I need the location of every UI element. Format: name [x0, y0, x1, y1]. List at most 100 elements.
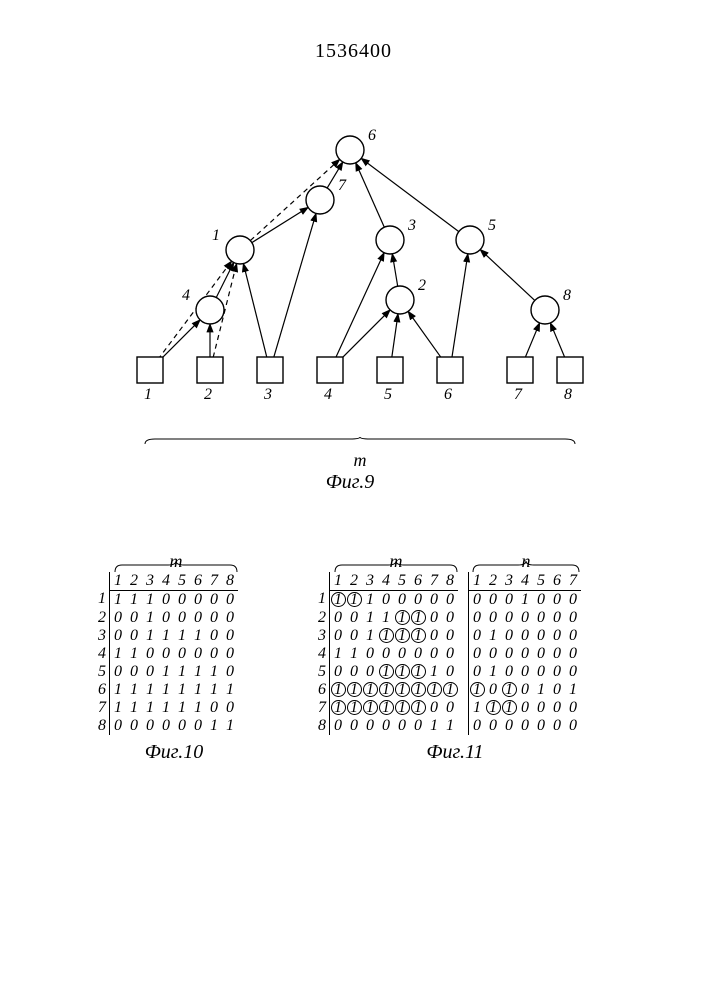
fig10-caption: Фиг.10	[110, 741, 238, 764]
cell-m: 1	[362, 681, 378, 699]
edge	[525, 323, 540, 358]
col-header: 1	[109, 572, 126, 590]
cell-m: 0	[346, 627, 362, 645]
cell: 1	[158, 681, 174, 699]
cell-m: 0	[329, 609, 346, 627]
row-label: 1	[90, 590, 109, 609]
cell-n: 0	[565, 609, 581, 627]
cell: 1	[158, 663, 174, 681]
cell: 0	[206, 627, 222, 645]
cell-m: 0	[329, 627, 346, 645]
cell: 0	[126, 609, 142, 627]
cell-m: 1	[378, 627, 394, 645]
cell-n: 0	[533, 717, 549, 735]
cell: 1	[142, 681, 158, 699]
cell-n: 0	[549, 609, 565, 627]
fig10-body: 1111000002001000003001111004110000005000…	[90, 590, 240, 735]
leaf-label: 6	[444, 386, 452, 403]
cell-n: 0	[468, 645, 485, 663]
cell-m: 0	[442, 663, 458, 681]
cell: 1	[142, 627, 158, 645]
cell: 1	[174, 663, 190, 681]
cell-m: 1	[378, 681, 394, 699]
cell-m: 1	[394, 627, 410, 645]
cell-m: 1	[378, 609, 394, 627]
cell-n: 0	[485, 609, 501, 627]
cell: 0	[109, 717, 126, 735]
cell-m: 0	[410, 645, 426, 663]
table-row: 611111111	[90, 681, 240, 699]
col-header-n: 1	[468, 572, 485, 590]
cell-m: 0	[394, 717, 410, 735]
leaf-node	[137, 357, 163, 383]
cell-n: 0	[533, 663, 549, 681]
edge	[392, 314, 398, 357]
cell-m: 1	[394, 663, 410, 681]
cell: 1	[206, 681, 222, 699]
cell: 0	[109, 609, 126, 627]
leaf-label: 3	[263, 386, 272, 403]
cell-m: 0	[426, 609, 442, 627]
cell-m: 1	[426, 681, 442, 699]
col-header-n: 2	[485, 572, 501, 590]
fig9-m-label: m	[140, 450, 580, 471]
cell-n: 1	[517, 590, 533, 609]
col-header-m: 4	[378, 572, 394, 590]
cell-n: 1	[565, 681, 581, 699]
cell-n: 1	[533, 681, 549, 699]
cell-m: 1	[378, 663, 394, 681]
col-header-m: 6	[410, 572, 426, 590]
cell-n: 0	[565, 663, 581, 681]
circle-node	[531, 296, 559, 324]
cell: 1	[190, 663, 206, 681]
cell: 0	[158, 645, 174, 663]
table-row: 200100000	[90, 609, 240, 627]
cell: 0	[222, 590, 238, 609]
cell-m: 0	[346, 609, 362, 627]
table-row: 8000000110000000	[310, 717, 582, 735]
col-header: 8	[222, 572, 238, 590]
col-header-m: 3	[362, 572, 378, 590]
cell-n: 0	[565, 590, 581, 609]
cell-m: 0	[426, 699, 442, 717]
table-row: 500011110	[90, 663, 240, 681]
cell-m: 0	[426, 627, 442, 645]
row-label: 5	[90, 663, 109, 681]
node-label: 3	[407, 217, 416, 234]
leaf-node	[317, 357, 343, 383]
cell-m: 1	[410, 699, 426, 717]
cell: 0	[222, 627, 238, 645]
cell: 0	[174, 590, 190, 609]
cell-m: 0	[442, 590, 458, 609]
leaf-label: 5	[384, 386, 392, 403]
cell: 1	[190, 681, 206, 699]
table-row: 300111100	[90, 627, 240, 645]
cell-n: 0	[517, 609, 533, 627]
cell-m: 1	[442, 717, 458, 735]
edge	[243, 264, 266, 358]
cell: 0	[222, 663, 238, 681]
cell: 0	[190, 717, 206, 735]
cell-m: 1	[346, 681, 362, 699]
cell: 1	[109, 590, 126, 609]
edge	[274, 213, 316, 357]
circle-node	[336, 136, 364, 164]
cell-m: 0	[362, 717, 378, 735]
col-header-n: 4	[517, 572, 533, 590]
cell-m: 0	[362, 645, 378, 663]
page-number: 1536400	[0, 40, 707, 63]
cell: 1	[126, 645, 142, 663]
cell-m: 1	[329, 645, 346, 663]
col-header-n: 5	[533, 572, 549, 590]
leaf-node	[557, 357, 583, 383]
cell-m: 0	[346, 717, 362, 735]
leaf-node	[377, 357, 403, 383]
cell-n: 1	[468, 681, 485, 699]
row-label: 2	[90, 609, 109, 627]
cell-m: 1	[329, 681, 346, 699]
cell: 0	[174, 645, 190, 663]
cell-n: 1	[501, 681, 517, 699]
cell: 0	[126, 627, 142, 645]
leaf-label: 1	[144, 386, 152, 403]
cell-m: 1	[410, 609, 426, 627]
